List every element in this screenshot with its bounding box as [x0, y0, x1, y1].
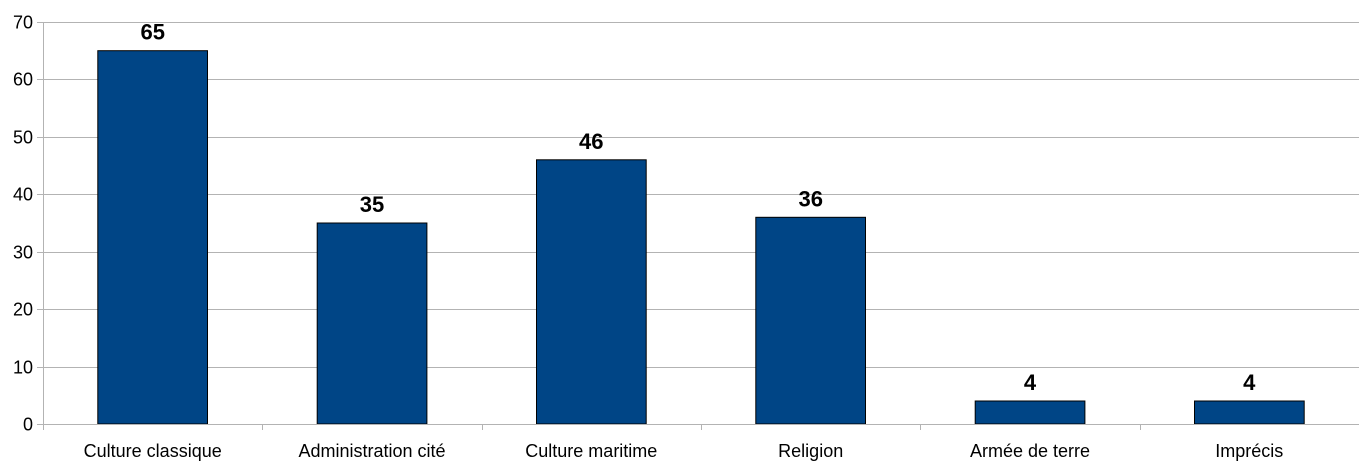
bar — [974, 400, 1086, 425]
y-tick-label: 60 — [13, 70, 33, 90]
y-tick-label: 0 — [23, 415, 33, 435]
bar-value-label: 36 — [798, 186, 822, 211]
y-tick-label: 20 — [13, 300, 33, 320]
y-tick-label: 10 — [13, 358, 33, 378]
y-tick-label: 50 — [13, 128, 33, 148]
category-label: Culture classique — [84, 441, 222, 461]
bar — [536, 159, 647, 425]
category-label: Religion — [778, 441, 843, 461]
grid-lines — [43, 22, 1359, 368]
category-label: Armée de terre — [970, 441, 1090, 461]
bar-value-label: 35 — [360, 192, 384, 217]
y-tick-label: 40 — [13, 185, 33, 205]
x-axis — [43, 22, 1359, 430]
bar — [316, 222, 428, 425]
category-label: Administration cité — [298, 441, 445, 461]
bar — [97, 50, 208, 425]
bar — [755, 216, 866, 425]
bars — [97, 50, 1305, 425]
y-tick-label: 70 — [13, 13, 33, 33]
data-labels: 65 35 46 36 4 4 — [140, 20, 1256, 395]
bar-value-label: 4 — [1243, 370, 1256, 395]
y-tick-label: 30 — [13, 243, 33, 263]
category-labels: Culture classique Administration cité Cult… — [84, 441, 1284, 461]
category-label: Culture maritime — [525, 441, 657, 461]
bar-value-label: 4 — [1024, 370, 1037, 395]
bar-value-label: 65 — [140, 20, 164, 45]
bar — [1194, 400, 1305, 425]
category-label: Imprécis — [1215, 441, 1283, 461]
y-axis-tick-labels: 0 10 20 30 40 50 60 70 — [13, 13, 43, 435]
bar-value-label: 46 — [579, 129, 603, 154]
